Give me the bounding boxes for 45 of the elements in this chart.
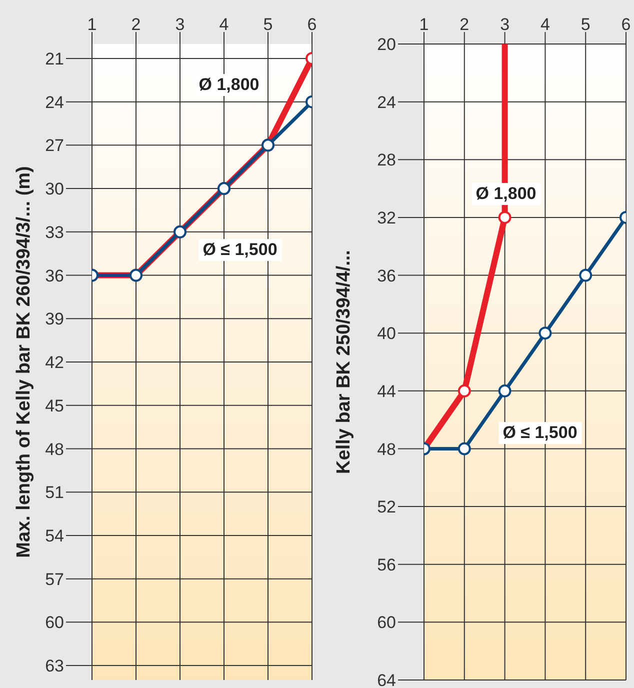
y-tick-label: 40	[377, 324, 396, 344]
annotation: Ø ≤ 1,500	[498, 422, 582, 444]
y-tick-label: 44	[377, 382, 396, 401]
y-tick-label: 60	[377, 613, 396, 632]
y-tick-label: 60	[45, 613, 64, 632]
annotation: Ø ≤ 1,500	[198, 239, 282, 261]
y-tick-label: 33	[45, 222, 64, 242]
y-tick-label: 63	[45, 656, 64, 676]
x-tick-label: 1	[419, 15, 429, 34]
y-tick-label: 30	[45, 180, 64, 199]
x-tick-label: 3	[175, 15, 185, 34]
annotation: Ø 1,800	[194, 74, 264, 96]
y-tick-label: 45	[45, 396, 64, 416]
y-tick-label: 24	[377, 92, 396, 112]
x-tick-label: 4	[219, 15, 229, 34]
y-tick-label: 64	[377, 671, 396, 688]
y-tick-label: 56	[377, 555, 396, 574]
y-axis-title: Kelly bar BK 250/394/4/...	[334, 250, 354, 474]
y-tick-label: 42	[45, 353, 64, 372]
y-tick-label: 21	[45, 49, 64, 68]
y-tick-label: 24	[45, 92, 64, 112]
x-tick-label: 3	[500, 15, 510, 34]
y-tick-label: 48	[45, 440, 64, 459]
y-tick-label: 27	[45, 136, 64, 156]
x-tick-label: 1	[87, 15, 97, 34]
x-tick-label: 4	[540, 15, 550, 34]
y-tick-label: 20	[377, 35, 396, 54]
y-tick-label: 57	[45, 570, 64, 589]
y-axis-title: Max. length of Kelly bar BK 260/394/3/... (m)	[14, 166, 34, 558]
y-tick-label: 54	[45, 526, 64, 546]
annotation: Ø 1,800	[472, 183, 540, 205]
x-tick-label: 2	[460, 15, 470, 34]
y-tick-label: 39	[45, 310, 64, 329]
x-tick-label: 5	[580, 15, 590, 34]
y-tick-label: 36	[45, 266, 64, 286]
y-tick-label: 36	[377, 266, 396, 286]
y-tick-label: 32	[377, 208, 396, 228]
x-tick-label: 5	[263, 15, 273, 34]
y-tick-label: 28	[377, 150, 396, 170]
y-tick-label: 52	[377, 498, 396, 517]
x-tick-label: 6	[621, 15, 631, 34]
y-tick-label: 48	[377, 440, 396, 459]
x-tick-label: 6	[307, 15, 317, 34]
y-tick-label: 51	[45, 483, 64, 502]
x-tick-label: 2	[131, 15, 141, 34]
